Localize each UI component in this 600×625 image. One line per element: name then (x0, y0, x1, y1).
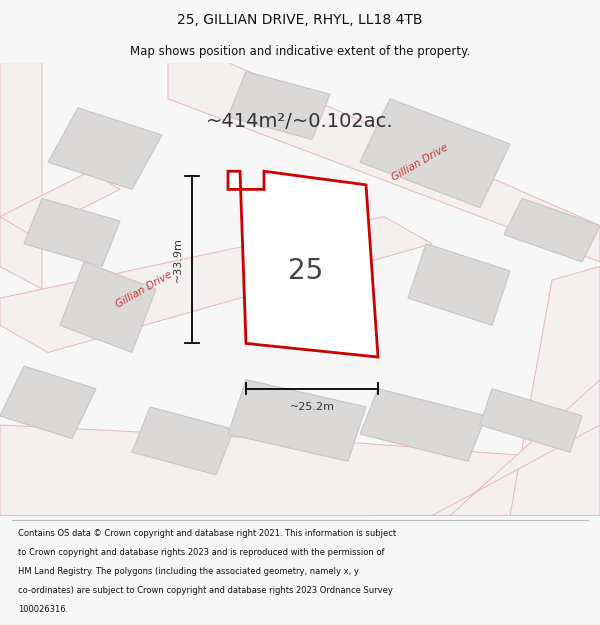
Text: 25: 25 (289, 257, 323, 285)
Text: 25, GILLIAN DRIVE, RHYL, LL18 4TB: 25, GILLIAN DRIVE, RHYL, LL18 4TB (177, 12, 423, 27)
Polygon shape (408, 244, 510, 325)
Text: ~33.9m: ~33.9m (173, 237, 183, 282)
Text: Contains OS data © Crown copyright and database right 2021. This information is : Contains OS data © Crown copyright and d… (18, 529, 396, 538)
Polygon shape (228, 379, 366, 461)
Text: HM Land Registry. The polygons (including the associated geometry, namely x, y: HM Land Registry. The polygons (includin… (18, 567, 359, 576)
Text: Gillian Drive: Gillian Drive (114, 269, 174, 309)
Polygon shape (510, 266, 600, 516)
Polygon shape (372, 379, 600, 516)
Polygon shape (504, 199, 600, 262)
Polygon shape (0, 171, 120, 234)
Text: 100026316.: 100026316. (18, 605, 68, 614)
Polygon shape (132, 407, 234, 475)
Text: to Crown copyright and database rights 2023 and is reproduced with the permissio: to Crown copyright and database rights 2… (18, 548, 385, 557)
Polygon shape (0, 425, 600, 516)
Polygon shape (228, 71, 330, 139)
Text: Map shows position and indicative extent of the property.: Map shows position and indicative extent… (130, 45, 470, 58)
Polygon shape (360, 389, 486, 461)
Polygon shape (48, 107, 162, 189)
Polygon shape (0, 366, 96, 439)
Polygon shape (168, 62, 600, 262)
Polygon shape (0, 62, 42, 289)
Text: co-ordinates) are subject to Crown copyright and database rights 2023 Ordnance S: co-ordinates) are subject to Crown copyr… (18, 586, 393, 595)
Polygon shape (480, 389, 582, 452)
Polygon shape (60, 262, 156, 352)
Polygon shape (24, 199, 120, 266)
Text: Gillian Drive: Gillian Drive (390, 142, 450, 182)
Polygon shape (360, 99, 510, 208)
Polygon shape (228, 171, 378, 357)
Text: ~414m²/~0.102ac.: ~414m²/~0.102ac. (206, 112, 394, 131)
Text: ~25.2m: ~25.2m (290, 402, 335, 412)
Polygon shape (0, 216, 432, 352)
